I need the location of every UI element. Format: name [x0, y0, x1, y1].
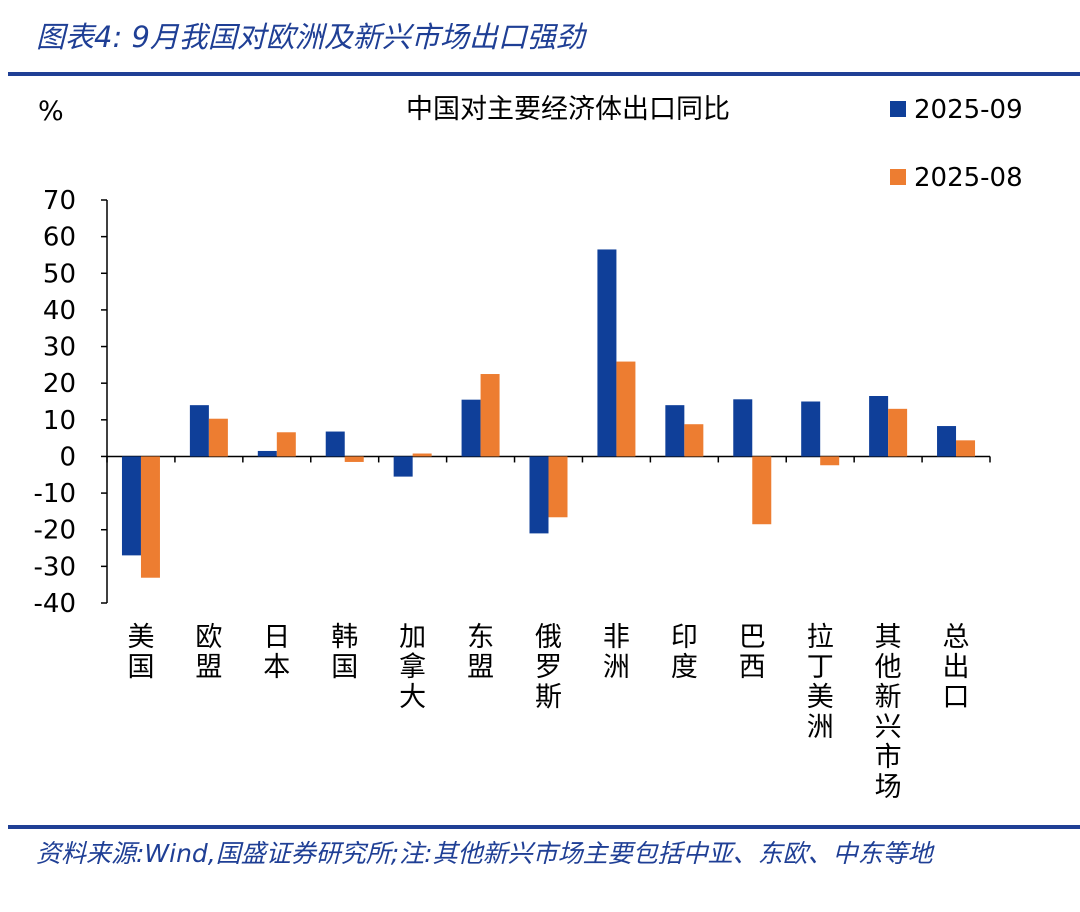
bar: [276, 432, 296, 457]
bars: [121, 249, 976, 578]
y-tick-label: -40: [34, 589, 76, 619]
bar: [257, 450, 277, 457]
bar: [140, 456, 160, 578]
y-tick-label: 50: [43, 259, 76, 289]
bar: [412, 453, 432, 457]
legend-label: 2025-09: [914, 95, 1023, 125]
category-label: 其他新兴市场: [875, 622, 902, 803]
header-rule: [8, 72, 1080, 76]
y-tick-label: 0: [59, 442, 76, 472]
bar: [616, 361, 636, 457]
category-label: 印度: [671, 622, 698, 683]
legend-swatch: [890, 101, 906, 117]
y-tick-label: 20: [43, 369, 76, 399]
bar: [733, 399, 753, 457]
chart-title: 中国对主要经济体出口同比: [406, 94, 730, 125]
bar: [937, 426, 957, 457]
category-label: 美国: [127, 622, 154, 683]
y-tick-label: -30: [34, 552, 76, 582]
bar: [480, 374, 500, 457]
y-tick-label: 70: [43, 186, 76, 216]
y-unit-label: %: [38, 96, 64, 127]
category-label: 非洲: [603, 622, 630, 683]
footer-rule: [8, 825, 1080, 829]
bar: [548, 456, 568, 518]
bar: [665, 405, 685, 457]
y-tick-label: -10: [34, 479, 76, 509]
bar: [684, 424, 704, 457]
category-label: 巴西: [739, 622, 766, 683]
category-label: 韩国: [331, 622, 358, 683]
y-tick-label: 30: [43, 333, 76, 363]
axes: 70 60 50 40 30 20 10 0 -10 -20 -30 -40: [34, 186, 991, 619]
legend: 2025-09 2025-08: [890, 95, 1023, 193]
category-label: 东盟: [467, 622, 494, 683]
bar: [189, 405, 209, 457]
bar: [461, 399, 481, 457]
bar: [208, 418, 228, 457]
bar: [529, 456, 549, 534]
bar: [869, 396, 889, 457]
bar: [752, 456, 772, 525]
y-tick-label: -20: [34, 516, 76, 546]
category-label: 日本: [263, 622, 290, 683]
bar: [121, 456, 141, 556]
category-label: 俄罗斯: [535, 622, 562, 713]
bar: [597, 249, 617, 457]
category-label: 欧盟: [195, 622, 222, 683]
bar: [393, 456, 413, 477]
bar: [344, 456, 364, 462]
chart: % 中国对主要经济体出口同比 2025-09 2025-08 70 60 50 40 30…: [34, 94, 1023, 803]
bar: [801, 401, 821, 457]
bar: [888, 408, 908, 457]
source-note: 资料来源:Wind,国盛证券研究所;注:其他新兴市场主要包括中亚、东欧、中东等地: [36, 839, 933, 868]
category-label: 总出口: [943, 622, 970, 713]
y-tick-label: 40: [43, 296, 76, 326]
y-tick-label: 10: [43, 406, 76, 436]
bar: [325, 431, 345, 457]
legend-swatch: [890, 169, 906, 185]
figure-header: 图表4: 9月我国对欧洲及新兴市场出口强劲: [36, 20, 585, 54]
bar: [956, 440, 976, 457]
y-tick-label: 60: [43, 223, 76, 253]
bar: [820, 456, 840, 466]
legend-label: 2025-08: [914, 163, 1023, 193]
category-label: 拉丁美洲: [807, 622, 834, 743]
category-label: 加拿大: [399, 622, 426, 713]
